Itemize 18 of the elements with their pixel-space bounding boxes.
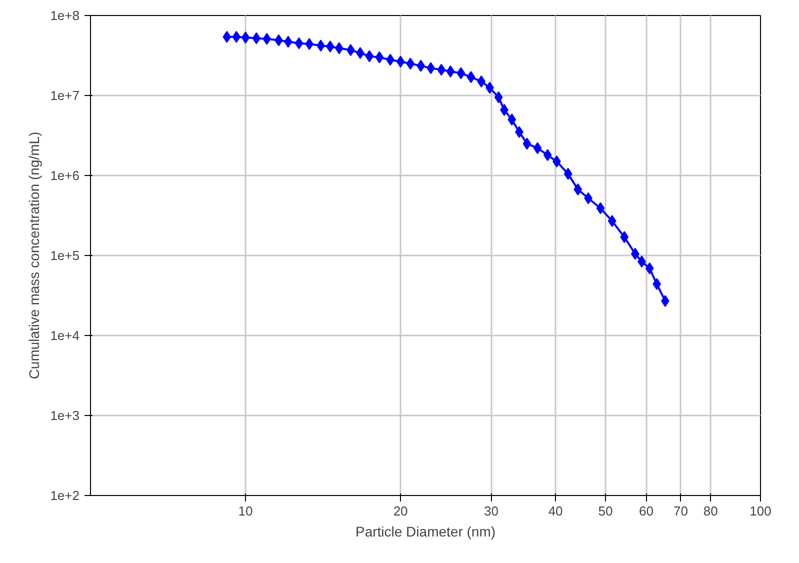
x-axis-title: Particle Diameter (nm) — [355, 524, 496, 540]
y-tick-label: 1e+3 — [50, 408, 80, 423]
x-tick-label: 30 — [484, 504, 498, 518]
y-axis-title: Cumulative mass concentration (ng/mL) — [26, 132, 42, 380]
y-tick-label: 1e+6 — [50, 168, 80, 183]
y-tick-label: 1e+7 — [50, 88, 80, 103]
x-tick-label: 50 — [598, 504, 613, 518]
x-tick-label: 60 — [639, 504, 654, 518]
y-tick-label: 1e+8 — [50, 8, 80, 23]
x-tick-label: 40 — [548, 504, 563, 518]
x-tick-label: 10 — [238, 504, 253, 518]
x-tick-label: 70 — [674, 504, 688, 518]
x-tick-label: 80 — [703, 504, 718, 518]
x-tick-label: 20 — [393, 504, 408, 518]
x-tick-label: 100 — [750, 504, 772, 518]
y-tick-label: 1e+5 — [50, 248, 80, 263]
y-tick-label: 1e+4 — [50, 328, 80, 343]
y-tick-label: 1e+2 — [50, 488, 80, 503]
